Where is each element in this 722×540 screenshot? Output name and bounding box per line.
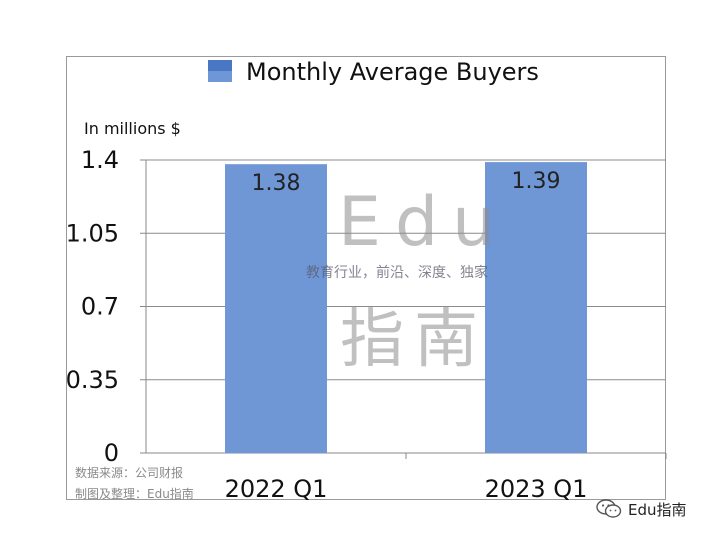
- wechat-icon: [596, 499, 622, 518]
- data-label: 1.39: [512, 169, 561, 194]
- watermark-tagline: 教育行业，前沿、深度、独家: [306, 265, 488, 281]
- source-line: 数据来源：公司财报: [75, 466, 184, 480]
- x-tick-label: 2022 Q1: [225, 475, 328, 503]
- y-tick-label: 0: [104, 439, 119, 467]
- x-tick-label: 2023 Q1: [485, 475, 588, 503]
- y-tick-label: 1.4: [81, 146, 119, 174]
- bar: [225, 164, 327, 453]
- footer-brand: Edu指南: [596, 498, 687, 520]
- data-label: 1.38: [252, 171, 301, 196]
- chart-frame: [66, 56, 666, 500]
- unit-label: In millions $: [84, 119, 181, 138]
- y-tick-label: 0.7: [81, 293, 119, 321]
- watermark-name-cn: 指南: [340, 303, 488, 377]
- bar: [485, 162, 587, 454]
- footer-brand-label: Edu指南: [628, 500, 687, 519]
- legend-label: Monthly Average Buyers: [246, 58, 539, 86]
- legend-swatch: [208, 60, 232, 82]
- source-note: 数据来源：公司财报 制图及整理：Edu指南: [75, 463, 194, 505]
- credit-line: 制图及整理：Edu指南: [75, 487, 194, 501]
- y-tick-label: 1.05: [66, 219, 119, 247]
- y-tick-label: 0.35: [66, 366, 119, 394]
- watermark-brand: Edu: [338, 183, 510, 262]
